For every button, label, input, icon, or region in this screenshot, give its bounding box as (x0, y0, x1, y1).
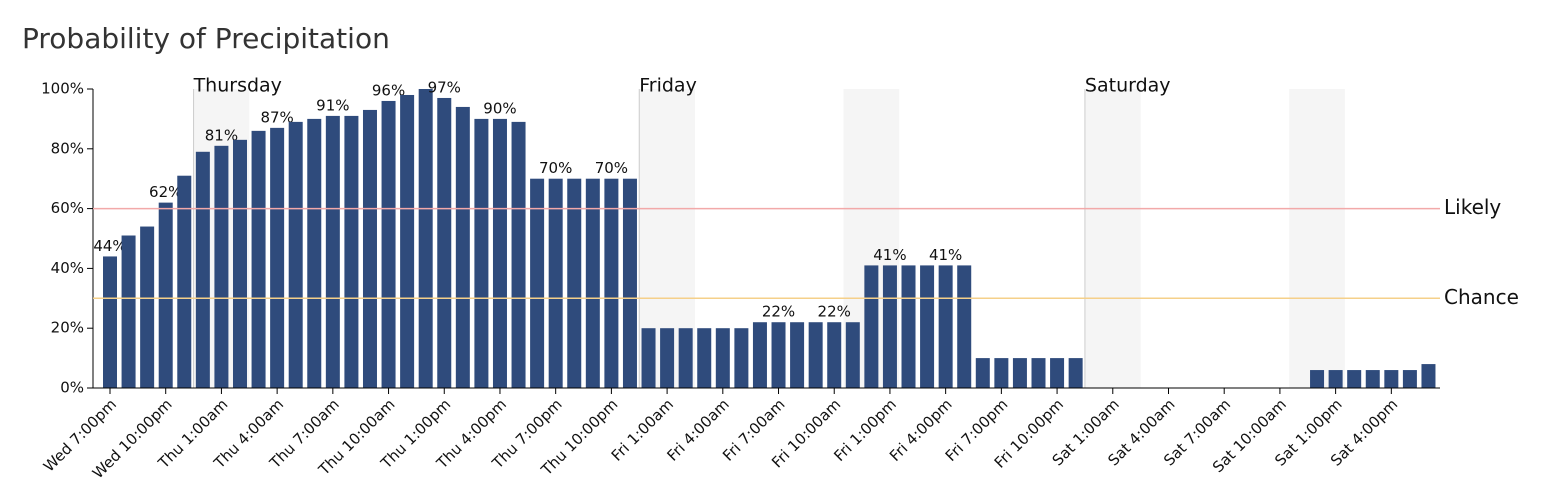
bar (827, 322, 842, 388)
bar (158, 202, 173, 388)
bar (957, 265, 972, 388)
bar (604, 178, 619, 388)
y-tick-label: 0% (60, 379, 84, 397)
bar (140, 226, 155, 388)
bar (214, 145, 229, 388)
bar (1012, 358, 1027, 388)
bar (734, 328, 749, 388)
bar (1365, 370, 1380, 388)
bar (660, 328, 675, 388)
value-label: 44% (93, 237, 126, 255)
value-label: 90% (483, 99, 516, 117)
value-label: 70% (595, 159, 628, 177)
bar (530, 178, 545, 388)
bar (790, 322, 805, 388)
bar (1402, 370, 1417, 388)
bar (678, 328, 693, 388)
y-tick-label: 60% (51, 199, 84, 217)
bar (901, 265, 916, 388)
bar (808, 322, 823, 388)
bar (920, 265, 935, 388)
bar (1050, 358, 1065, 388)
bar (344, 115, 359, 388)
bar (1310, 370, 1325, 388)
bar (697, 328, 712, 388)
bar (882, 265, 897, 388)
bar (567, 178, 582, 388)
bar (121, 235, 136, 388)
y-tick-label: 80% (51, 139, 84, 157)
bar (270, 127, 285, 389)
value-label: 81% (205, 126, 238, 144)
bar (1384, 370, 1399, 388)
bar (400, 94, 415, 388)
day-label: Thursday (193, 75, 282, 97)
bar (845, 322, 860, 388)
y-tick-label: 40% (51, 259, 84, 277)
value-label: 41% (929, 246, 962, 264)
bar (715, 328, 730, 388)
value-label: 22% (762, 303, 795, 321)
bar (177, 175, 192, 388)
y-tick-label: 20% (51, 319, 84, 337)
bar (362, 109, 377, 389)
bar (1068, 358, 1083, 388)
bar (474, 118, 489, 389)
chart-title: Probability of Precipitation (22, 22, 390, 55)
bar (622, 178, 637, 388)
bar (381, 100, 396, 389)
bar (232, 139, 247, 388)
reference-label: Chance (1444, 285, 1519, 309)
bar (994, 358, 1009, 388)
bar (938, 265, 953, 388)
bar (1347, 370, 1362, 388)
bar (1421, 364, 1436, 388)
value-label: 87% (260, 108, 293, 126)
bar (771, 322, 786, 388)
bar (325, 115, 340, 388)
value-label: 97% (428, 78, 461, 96)
bar (864, 265, 879, 388)
bar (641, 328, 656, 388)
bar (585, 178, 600, 388)
value-label: 70% (539, 159, 572, 177)
bar (548, 178, 563, 388)
bar (103, 256, 117, 388)
bar (1328, 370, 1343, 388)
bar (455, 106, 470, 388)
bar (492, 118, 507, 389)
day-label: Friday (639, 75, 697, 97)
bar (307, 118, 322, 389)
y-tick-label: 100% (41, 80, 84, 98)
bar (752, 322, 767, 388)
value-label: 96% (372, 81, 405, 99)
value-label: 22% (818, 303, 851, 321)
bar (1031, 358, 1046, 388)
bar (418, 89, 433, 388)
bar (195, 151, 210, 388)
bar (437, 97, 452, 388)
bar (511, 121, 526, 388)
day-label: Saturday (1085, 75, 1171, 97)
value-label: 62% (149, 183, 182, 201)
reference-label: Likely (1444, 195, 1501, 219)
value-label: 41% (873, 246, 906, 264)
bar (288, 121, 303, 388)
bar (975, 358, 990, 388)
shade-band (1289, 89, 1345, 388)
bar (251, 130, 266, 389)
shade-band (1084, 89, 1141, 388)
value-label: 91% (316, 96, 349, 114)
